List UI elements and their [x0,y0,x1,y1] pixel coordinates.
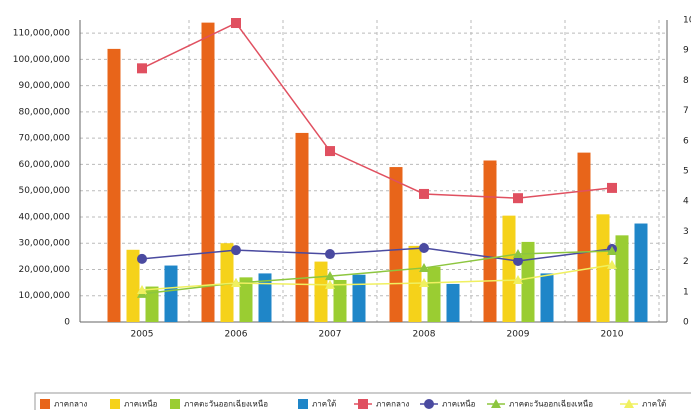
legend-marker [424,399,434,409]
point [419,188,429,199]
bar [634,223,648,322]
x-tick-label: 2009 [507,330,530,340]
y-tick-label: 70,000,000 [18,134,70,144]
bar [352,274,366,322]
y-tick-label: 0 [64,318,70,328]
legend-label: ภาคตะวันออกเฉียงเหนือ [509,400,593,409]
bar [389,167,403,322]
point [607,182,617,193]
y2-tick-label: 1 [683,287,689,297]
y2-tick-label: 3 [683,227,689,237]
point [325,279,335,289]
y-tick-label: 110,000,000 [13,29,71,39]
line [141,264,613,291]
bar [483,160,497,322]
bar [258,273,272,322]
y2-tick-label: 9 [683,46,689,56]
y2-tick-label: 6 [683,136,689,146]
point [607,259,617,269]
y2-tick-label: 4 [683,197,689,207]
bar [596,214,610,322]
y2-tick-label: 2 [683,257,689,267]
bar [239,277,253,322]
y2-tick-label: 8 [683,76,689,86]
point [325,271,335,281]
x-tick-label: 2010 [601,330,624,340]
bar [446,283,460,322]
x-tick-label: 2006 [225,330,248,340]
y-tick-label: 30,000,000 [18,239,70,249]
point [607,246,617,256]
bar [502,215,516,322]
x-tick-label: 2005 [131,330,154,340]
bar [615,235,629,322]
y-tick-label: 20,000,000 [18,265,70,275]
y-tick-label: 40,000,000 [18,212,70,222]
legend-label: ภาคใต้ [642,400,666,409]
point [325,249,335,260]
point [137,253,147,264]
y-tick-label: 50,000,000 [18,186,70,196]
legend-label: ภาคกลาง [376,400,409,409]
bar [577,152,591,322]
y-tick-label: 90,000,000 [18,81,70,91]
line [141,22,613,199]
y2-tick-label: 10 [683,16,691,26]
legend-label: ภาคเหนือ [442,400,476,409]
legend-label: ภาคเหนือ [124,400,158,409]
bar [314,261,328,322]
x-tick-label: 2008 [413,330,436,340]
point [325,146,335,157]
x-tick-label: 2007 [319,330,342,340]
bar [333,279,347,322]
legend-label: ภาคตะวันออกเฉียงเหนือ [184,400,268,409]
legend-marker [358,399,368,409]
legend-marker [491,399,501,408]
bar [220,243,234,322]
y-tick-label: 100,000,000 [13,55,71,65]
bar [295,132,309,322]
y2-tick-label: 5 [683,167,689,177]
y-tick-label: 10,000,000 [18,291,70,301]
point [419,278,429,288]
legend-label: ภาคใต้ [312,400,336,409]
point [231,278,241,288]
point [513,275,523,285]
y-tick-label: 60,000,000 [18,160,70,170]
bar [201,22,215,322]
legend-label: ภาคกลาง [54,400,87,409]
y2-tick-label: 0 [683,318,689,328]
legend-swatch [170,399,180,409]
point [137,284,147,294]
legend-swatch [110,399,120,409]
point [137,63,147,74]
bar [126,249,140,322]
bar [107,48,121,322]
bar [540,273,554,322]
bar [164,265,178,322]
legend-swatch [40,399,50,409]
point [513,249,523,259]
point [513,255,523,266]
bar [521,241,535,322]
bar [145,286,159,322]
point [513,193,523,204]
line [141,247,613,262]
legend-marker [624,399,634,408]
y2-tick-label: 7 [683,106,689,116]
point [419,243,429,254]
bar [427,266,441,322]
legend-swatch [298,399,308,409]
point [231,245,241,256]
y-tick-label: 80,000,000 [18,107,70,117]
legend-box [34,392,691,410]
point [419,262,429,272]
point [231,18,241,29]
